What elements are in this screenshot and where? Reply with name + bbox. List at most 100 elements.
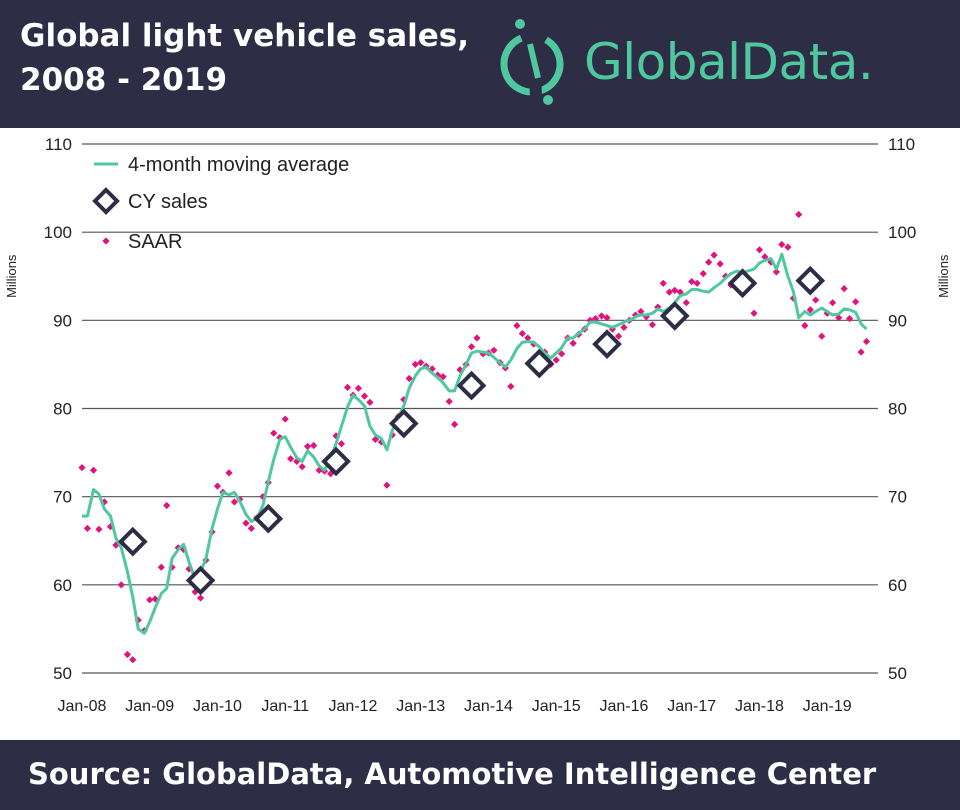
saar-point xyxy=(157,563,165,571)
x-tick-label: Jan-13 xyxy=(396,698,445,715)
saar-point xyxy=(213,482,222,490)
y-tick-label-left: 60 xyxy=(53,576,72,595)
globaldata-logo-icon xyxy=(500,19,564,105)
saar-point xyxy=(146,596,154,604)
saar-point xyxy=(473,334,481,342)
saar-point xyxy=(303,442,312,451)
cy-sales-marker xyxy=(117,526,148,557)
saar-point xyxy=(281,415,289,423)
saar-point xyxy=(716,260,724,268)
saar-point xyxy=(450,420,459,428)
saar-point xyxy=(598,312,606,320)
saar-point xyxy=(778,240,786,249)
saar-point xyxy=(434,371,442,379)
saar-point xyxy=(591,314,600,323)
saar-point xyxy=(287,455,295,463)
y-tick-label-left: 80 xyxy=(53,400,72,419)
saar-point xyxy=(417,359,425,367)
x-tick-label: Jan-11 xyxy=(261,698,309,715)
cy-sales-marker xyxy=(321,446,351,477)
saar-point xyxy=(337,440,346,448)
legend-swatch-cy-sales xyxy=(92,187,120,215)
saar-point xyxy=(688,277,696,286)
saar-point xyxy=(857,348,865,356)
x-tick-label: Jan-15 xyxy=(532,698,581,715)
cy-sales-marker xyxy=(592,329,622,359)
x-tick-label: Jan-19 xyxy=(803,698,852,715)
saar-point xyxy=(812,296,820,304)
y-tick-label-right: 50 xyxy=(888,664,907,683)
legend-label-saar: SAAR xyxy=(128,231,182,253)
saar-point xyxy=(83,524,92,533)
saar-point xyxy=(439,373,447,381)
saar-point xyxy=(163,501,171,510)
saar-point xyxy=(682,299,690,307)
cy-sales-marker xyxy=(524,348,555,379)
saar-point xyxy=(270,429,278,437)
saar-point xyxy=(298,463,306,471)
chart-area: 50 50 60 60 70 70 80 80 90 90 100 100 110 110 Millions… xyxy=(0,128,960,740)
saar-point xyxy=(699,270,707,278)
x-tick-label: Jan-16 xyxy=(599,698,648,715)
x-tick-label: Jan-10 xyxy=(193,698,242,715)
saar-point xyxy=(230,498,239,506)
saar-point xyxy=(705,258,713,266)
x-tick-label: Jan-14 xyxy=(464,698,513,715)
saar-point xyxy=(818,332,826,340)
saar-point xyxy=(366,398,374,406)
x-tick-label: Jan-09 xyxy=(125,698,174,715)
y-tick-label-left: 50 xyxy=(53,664,72,683)
saar-point xyxy=(784,243,792,251)
saar-point xyxy=(795,210,803,219)
saar-point xyxy=(840,284,848,293)
saar-point xyxy=(676,288,684,296)
x-tick-label: Jan-08 xyxy=(58,698,107,715)
y-tick-label-right: 70 xyxy=(888,488,907,507)
saar-point xyxy=(852,298,860,306)
cy-sales-marker xyxy=(795,265,826,296)
chart-title: Global light vehicle sales, 2008 - 2019 xyxy=(20,14,469,102)
x-tick-label: Jan-18 xyxy=(735,698,784,715)
legend-swatch-saar xyxy=(102,237,110,245)
x-tick-label: Jan-12 xyxy=(329,698,378,715)
saar-point xyxy=(524,334,532,342)
saar-point xyxy=(134,616,142,624)
saar-point xyxy=(620,323,628,331)
legend-label-moving-average: 4-month moving average xyxy=(128,154,349,176)
chart-title-line1: Global light vehicle sales, xyxy=(20,18,470,54)
saar-point xyxy=(95,525,103,533)
saar-point xyxy=(247,524,255,533)
saar-point xyxy=(490,346,498,354)
y-axis-title-left: Millions xyxy=(4,254,19,298)
saar-point xyxy=(710,251,718,259)
legend-label-cy-sales: CY sales xyxy=(128,191,208,213)
y-tick-label-right: 100 xyxy=(888,223,916,242)
saar-point xyxy=(276,433,284,442)
logo-wordmark: GlobalData xyxy=(584,33,858,91)
saar-point xyxy=(383,481,391,489)
globaldata-logo: GlobalData. xyxy=(496,18,946,108)
y-tick-label-right: 90 xyxy=(888,311,907,330)
y-axis-title-right: Millions xyxy=(936,254,951,298)
saar-point xyxy=(558,350,566,358)
saar-point xyxy=(411,360,419,369)
y-tick-label-right: 60 xyxy=(888,576,907,595)
saar-point xyxy=(648,321,657,329)
saar-point xyxy=(225,469,233,477)
saar-point xyxy=(479,350,487,358)
saar-point xyxy=(829,299,837,307)
y-tick-label-right: 80 xyxy=(888,400,907,419)
saar-point xyxy=(354,384,362,392)
saar-point xyxy=(507,382,515,391)
y-tick-label-left: 90 xyxy=(53,311,72,330)
saar-point xyxy=(117,581,125,589)
saar-point xyxy=(671,286,679,294)
saar-point xyxy=(106,523,115,531)
moving-average-line xyxy=(82,252,868,635)
cy-sales-marker xyxy=(727,268,758,299)
saar-point xyxy=(242,519,250,527)
saar-point xyxy=(665,288,673,296)
header-banner: Global light vehicle sales, 2008 - 2019 … xyxy=(0,0,960,128)
saar-point xyxy=(89,466,98,474)
cy-sales-marker xyxy=(388,408,419,439)
